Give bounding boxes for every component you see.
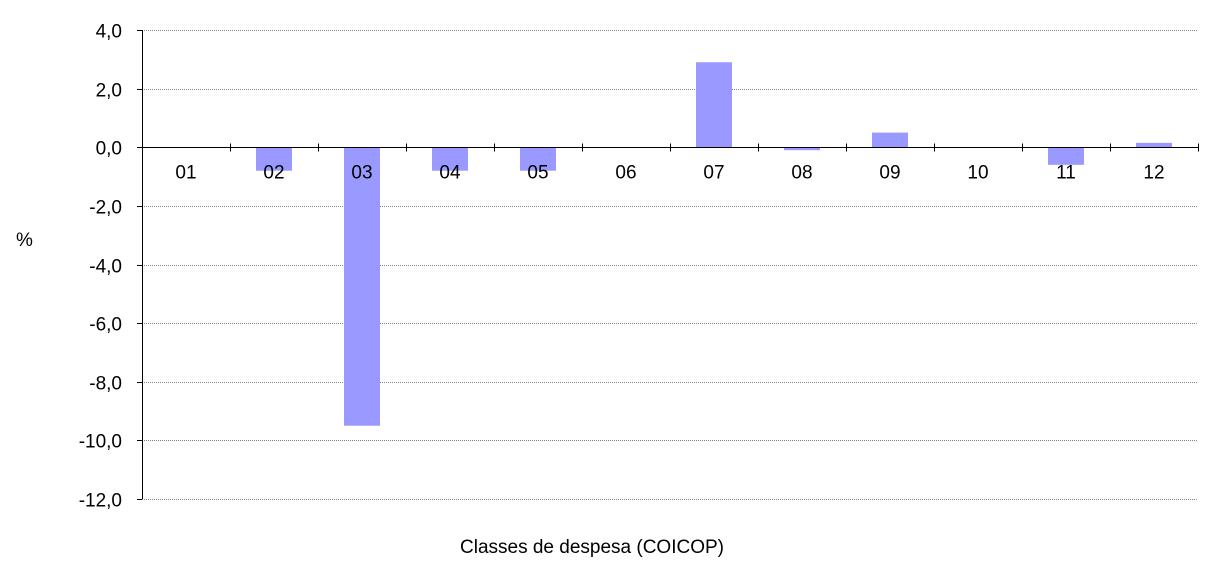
bar-04 bbox=[432, 147, 468, 171]
x-tick-label: 12 bbox=[1143, 163, 1164, 184]
x-tick-label: 04 bbox=[439, 163, 461, 184]
y-tick-label: 0,0 bbox=[96, 139, 122, 160]
x-tick-label: 06 bbox=[615, 163, 636, 184]
bar-11 bbox=[1048, 147, 1084, 165]
x-tick-label: 07 bbox=[703, 163, 724, 184]
x-tick-label: 11 bbox=[1056, 163, 1076, 184]
y-tick-label: -2,0 bbox=[89, 198, 122, 219]
x-tick-label: 08 bbox=[791, 163, 812, 184]
y-tick-label: 4,0 bbox=[96, 22, 122, 43]
y-tick-label: 2,0 bbox=[96, 81, 122, 102]
x-tick-labels: 01 02 03 04 05 06 07 08 09 10 11 12 bbox=[175, 163, 1164, 184]
y-tick-label: -12,0 bbox=[79, 491, 122, 512]
y-tick-label: -4,0 bbox=[89, 257, 122, 278]
y-tick-label: -6,0 bbox=[89, 315, 122, 336]
bars bbox=[256, 62, 1172, 426]
gridlines bbox=[142, 30, 1198, 500]
x-tick-label: 03 bbox=[351, 163, 372, 184]
y-tick-label: -8,0 bbox=[89, 374, 122, 395]
y-tick-label: -10,0 bbox=[79, 432, 122, 453]
bar-08 bbox=[784, 147, 820, 151]
bar-09 bbox=[872, 132, 908, 148]
bar-02 bbox=[256, 147, 292, 171]
x-tick-label: 10 bbox=[967, 163, 988, 184]
bar-03 bbox=[344, 147, 380, 426]
x-tick-label: 05 bbox=[527, 163, 548, 184]
x-tick-label: 09 bbox=[879, 163, 900, 184]
x-axis-title: Classes de despesa (COICOP) bbox=[460, 537, 724, 558]
x-tick-label: 01 bbox=[175, 163, 196, 184]
x-tick-label: 02 bbox=[263, 163, 284, 184]
y-axis-title: % bbox=[16, 230, 33, 251]
bar-05 bbox=[520, 147, 556, 171]
bar-07 bbox=[696, 62, 732, 148]
y-tick-labels: 4,0 2,0 0,0 -2,0 -4,0 -6,0 -8,0 -10,0 -12,0 bbox=[79, 22, 122, 512]
axes bbox=[137, 30, 1199, 500]
bar-12 bbox=[1136, 142, 1172, 148]
